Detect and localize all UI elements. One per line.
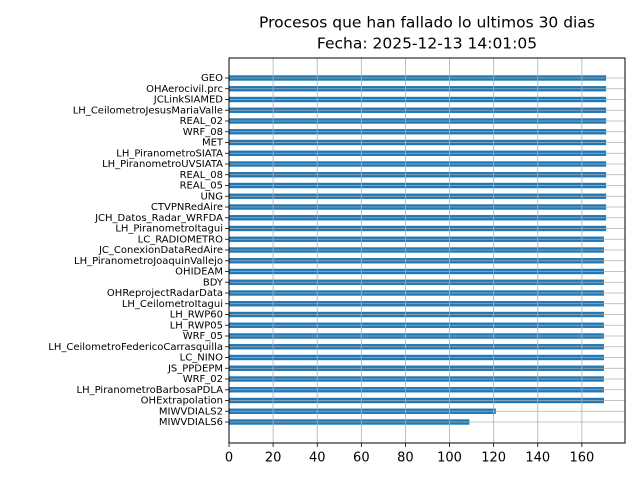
y-tick-label: JCLinkSIAMED (153, 95, 223, 106)
y-tick-label: CTVPNRedAire (151, 202, 223, 213)
y-tick-label: LH_RWP05 (170, 320, 223, 331)
y-tick-label: MIWVDIALS2 (159, 406, 223, 417)
y-tick-label: LH_CeilometroFedericoCarrasquilla (48, 342, 223, 353)
y-tick-label: JC_ConexionDataRedAire (98, 245, 223, 256)
y-tick-label: OHExtrapolation (141, 396, 223, 407)
y-tick-label: OHIDEAM (175, 267, 223, 278)
y-tick-label: LH_PiranometroUVSIATA (102, 159, 223, 170)
x-tick-label: 140 (525, 451, 550, 466)
x-tick-label: 0 (225, 451, 233, 466)
y-tick-label: WRF_05 (183, 331, 223, 342)
y-tick-label: OHAerocivil.prc (146, 84, 223, 95)
x-tick-label: 80 (397, 451, 414, 466)
y-tick-label: GEO (201, 73, 223, 84)
y-tick-label: LH_RWP60 (170, 310, 223, 321)
x-tick-label: 20 (265, 451, 282, 466)
y-tick-label: REAL_05 (180, 181, 223, 192)
y-tick-label: LH_PiranometroBarbosaPDLA (77, 385, 224, 396)
y-tick-label: LH_PiranometroJoaquinVallejo (74, 256, 223, 267)
y-tick-label: UNG (200, 191, 223, 202)
x-tick-label: 160 (569, 451, 594, 466)
plot-frame (228, 57, 626, 444)
y-tick-label: LH_PiranometroItagui (115, 224, 223, 235)
y-tick-label: LC_RADIOMETRO (138, 234, 223, 245)
x-tick-label: 120 (481, 451, 506, 466)
y-tick-label: LH_CeilometroItagui (122, 299, 223, 310)
chart-title: Procesos que han fallado lo ultimos 30 d… (259, 14, 595, 32)
y-tick-label: JCH_Datos_Radar_WRFDA (94, 213, 223, 224)
y-tick-label: JS_PPDEPM (167, 363, 223, 374)
y-tick-label: MIWVDIALS6 (159, 417, 223, 428)
y-tick-label: MET (202, 138, 224, 149)
chart-subtitle: Fecha: 2025-12-13 14:01:05 (317, 35, 537, 53)
y-tick-label: REAL_02 (180, 116, 223, 127)
y-tick-label: BDY (203, 277, 224, 288)
x-tick-label: 60 (353, 451, 370, 466)
y-tick-label: LH_CeilometroJesusMariaValle (73, 105, 223, 116)
y-tick-label: OHReprojectRadarData (107, 288, 223, 299)
y-tick-label: LC_NINO (180, 353, 223, 364)
y-tick-label: REAL_08 (180, 170, 223, 181)
y-tick-label: LH_PiranometroSIATA (116, 148, 223, 159)
y-tick-label: WRF_08 (183, 127, 223, 138)
y-tick-label: WRF_02 (183, 374, 223, 385)
x-tick-label: 100 (437, 451, 462, 466)
x-tick-label: 40 (309, 451, 326, 466)
